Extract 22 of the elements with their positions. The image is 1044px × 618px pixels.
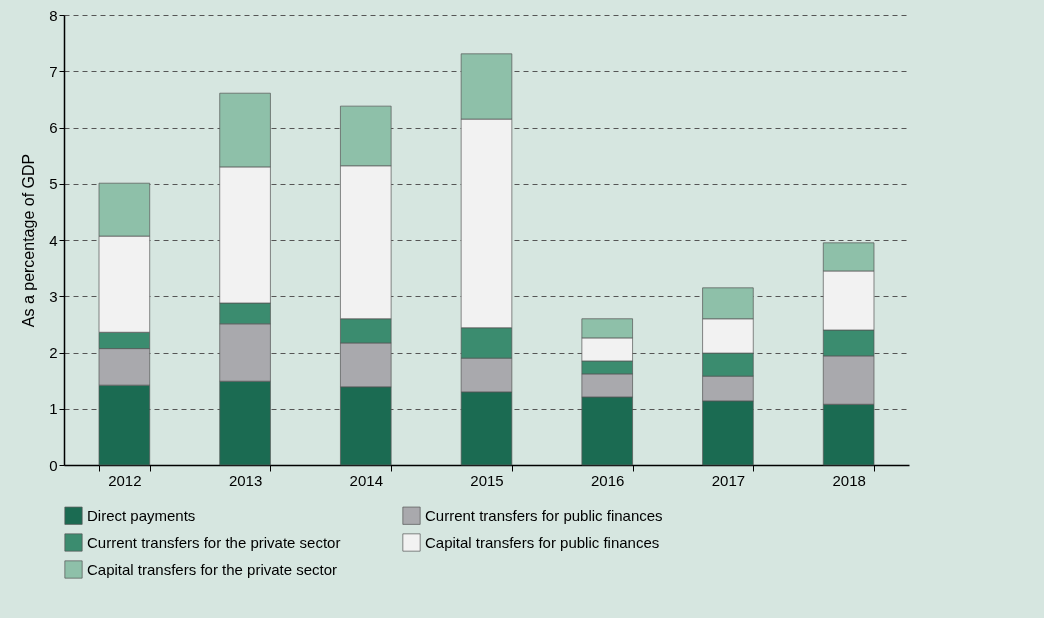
y-tick-label: 8	[49, 6, 58, 24]
legend-label: Capital transfers for the private sector	[87, 560, 338, 578]
x-tick-label: 2018	[832, 471, 866, 489]
y-tick-label: 6	[49, 119, 58, 136]
y-tick-label: 7	[49, 62, 58, 80]
y-tick-label: 5	[49, 175, 58, 193]
y-tick-label: 3	[49, 287, 58, 305]
legend-label: Current transfers for the private sector	[87, 533, 341, 551]
y-tick-label: 1	[49, 400, 58, 418]
legend-label: Direct payments	[87, 506, 196, 524]
x-tick-label: 2014	[349, 471, 383, 489]
x-tick-label: 2017	[711, 471, 746, 489]
legend-label: Current transfers for public finances	[425, 506, 663, 524]
y-tick-label: 0	[49, 456, 58, 474]
legend-label: Capital transfers for public finances	[425, 533, 660, 551]
y-tick-label: 2	[49, 344, 58, 361]
y-tick-label: 4	[49, 231, 58, 249]
x-tick-label: 2012	[108, 471, 142, 489]
x-tick-label: 2016	[591, 471, 625, 489]
x-tick-label: 2013	[228, 471, 263, 489]
x-tick-label: 2015	[470, 471, 504, 489]
y-axis-title: As a percentage of GDP	[20, 153, 38, 328]
